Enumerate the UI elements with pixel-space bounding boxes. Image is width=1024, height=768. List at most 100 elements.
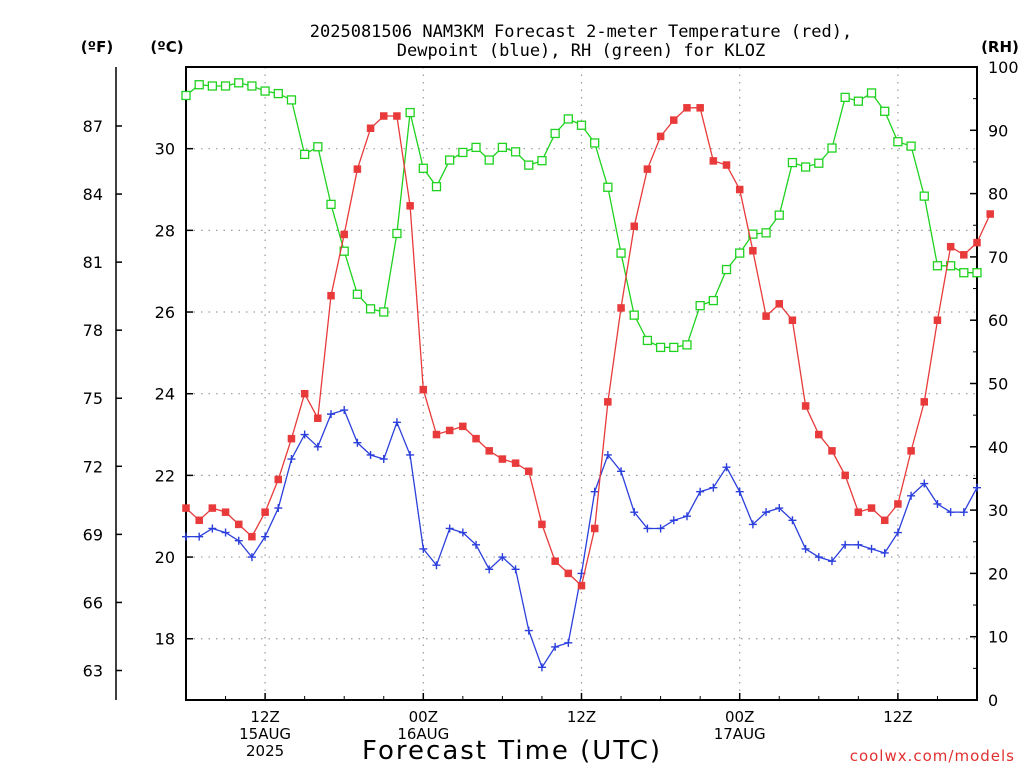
rh-point-7 bbox=[273, 88, 283, 99]
rh-point-6 bbox=[260, 86, 270, 96]
rh-point-56 bbox=[919, 191, 929, 201]
temperature-point-24 bbox=[498, 455, 507, 463]
rh-tick-label-20: 20 bbox=[988, 564, 1008, 583]
temperature-point-60 bbox=[973, 238, 981, 247]
dewpoint-point-45 bbox=[775, 504, 784, 513]
temperature-point-4 bbox=[234, 520, 243, 529]
rh-tick-label-80: 80 bbox=[988, 185, 1008, 204]
rh-tick-label-0: 0 bbox=[988, 691, 998, 710]
rh-tick-label-70: 70 bbox=[988, 248, 1008, 267]
dewpoint-point-15 bbox=[379, 455, 388, 464]
rh-point-20 bbox=[445, 155, 455, 165]
dewpoint-point-5 bbox=[247, 553, 256, 562]
dewpoint-point-12 bbox=[340, 406, 349, 415]
dewpoint-point-29 bbox=[564, 638, 573, 647]
dewpoint-point-48 bbox=[814, 553, 823, 562]
temperature-point-13 bbox=[353, 165, 362, 173]
rh-point-4 bbox=[234, 78, 244, 88]
dewpoint-point-19 bbox=[432, 561, 441, 570]
rh-point-55 bbox=[906, 141, 916, 151]
x-tick-label-0-0: 12Z bbox=[250, 708, 279, 726]
fahrenheit-tick-label-72: 72 bbox=[83, 457, 103, 476]
rh-tick-label-10: 10 bbox=[988, 628, 1008, 647]
rh-point-42 bbox=[735, 248, 745, 258]
rh-point-38 bbox=[682, 340, 692, 350]
dewpoint-point-33 bbox=[617, 467, 626, 476]
temperature-point-17 bbox=[406, 202, 414, 210]
rh-point-29 bbox=[563, 114, 573, 124]
rh-tick-label-90: 90 bbox=[988, 121, 1008, 140]
dewpoint-point-8 bbox=[287, 455, 296, 464]
temperature-point-35 bbox=[643, 165, 652, 173]
temperature-point-48 bbox=[815, 430, 823, 439]
dewpoint-point-26 bbox=[524, 626, 533, 635]
temperature-point-41 bbox=[722, 161, 731, 169]
rh-point-0 bbox=[181, 90, 191, 101]
temperature-point-52 bbox=[867, 504, 876, 512]
dewpoint-point-18 bbox=[419, 544, 428, 553]
rh-point-57 bbox=[932, 261, 943, 271]
dewpoint-point-24 bbox=[498, 553, 507, 562]
temperature-point-61 bbox=[986, 210, 994, 218]
fahrenheit-tick-label-66: 66 bbox=[83, 593, 103, 612]
temperature-point-6 bbox=[261, 508, 269, 516]
celsius-tick-label-22: 22 bbox=[155, 466, 175, 485]
rh-point-51 bbox=[853, 96, 863, 106]
dewpoint-point-35 bbox=[643, 524, 652, 533]
rh-point-46 bbox=[787, 157, 798, 168]
x-tick-label-3-0: 00Z bbox=[725, 708, 754, 726]
x-tick-label-2-0: 12Z bbox=[567, 708, 596, 726]
rh-point-44 bbox=[761, 228, 771, 238]
rh-point-40 bbox=[708, 295, 718, 306]
dewpoint-point-0 bbox=[182, 532, 190, 541]
temperature-point-26 bbox=[525, 467, 533, 476]
fahrenheit-tick-label-63: 63 bbox=[83, 662, 103, 681]
rh-point-17 bbox=[405, 107, 415, 118]
dewpoint-point-32 bbox=[603, 450, 612, 459]
rh-point-11 bbox=[326, 199, 336, 210]
rh-tick-label-50: 50 bbox=[988, 375, 1008, 394]
temperature-point-23 bbox=[485, 447, 493, 455]
rh-point-33 bbox=[616, 248, 626, 258]
rh-point-14 bbox=[365, 304, 376, 314]
fahrenheit-tick-label-84: 84 bbox=[83, 185, 103, 204]
celsius-axis-unit: (ºC) bbox=[150, 38, 183, 56]
rh-point-3 bbox=[220, 81, 231, 91]
x-tick-label-0-2: 2025 bbox=[246, 742, 284, 760]
rh-point-21 bbox=[458, 147, 468, 158]
celsius-tick-label-30: 30 bbox=[155, 140, 175, 159]
temperature-point-5 bbox=[248, 532, 256, 541]
temperature-point-43 bbox=[749, 247, 757, 255]
temperature-point-34 bbox=[630, 222, 638, 231]
dewpoint-point-57 bbox=[933, 499, 942, 508]
temperature-point-53 bbox=[880, 516, 889, 525]
rh-point-34 bbox=[629, 310, 639, 320]
rh-point-35 bbox=[642, 335, 653, 346]
temperature-point-2 bbox=[208, 504, 217, 512]
dewpoint-point-3 bbox=[221, 528, 230, 537]
dewpoint-point-28 bbox=[551, 642, 560, 651]
temperature-point-8 bbox=[287, 434, 296, 443]
temperature-point-42 bbox=[735, 185, 744, 194]
temperature-point-56 bbox=[920, 398, 929, 406]
celsius-tick-label-18: 18 bbox=[155, 630, 175, 649]
rh-point-32 bbox=[603, 182, 613, 192]
temperature-point-21 bbox=[459, 422, 467, 431]
dewpoint-point-51 bbox=[854, 540, 863, 549]
dewpoint-point-53 bbox=[880, 548, 889, 557]
rh-point-16 bbox=[392, 228, 402, 239]
celsius-tick-label-24: 24 bbox=[155, 385, 175, 404]
fahrenheit-tick-label-87: 87 bbox=[83, 117, 103, 136]
rh-point-15 bbox=[379, 307, 389, 317]
dewpoint-point-42 bbox=[735, 487, 744, 496]
chart-title-line1: 2025081506 NAM3KM Forecast 2-meter Tempe… bbox=[310, 22, 852, 42]
rh-point-2 bbox=[207, 81, 218, 91]
rh-point-48 bbox=[814, 158, 824, 168]
rh-point-41 bbox=[721, 264, 732, 275]
series-temperature bbox=[182, 104, 994, 590]
dewpoint-point-20 bbox=[445, 524, 454, 533]
rh-point-25 bbox=[510, 147, 521, 157]
dewpoint-point-39 bbox=[696, 487, 705, 496]
